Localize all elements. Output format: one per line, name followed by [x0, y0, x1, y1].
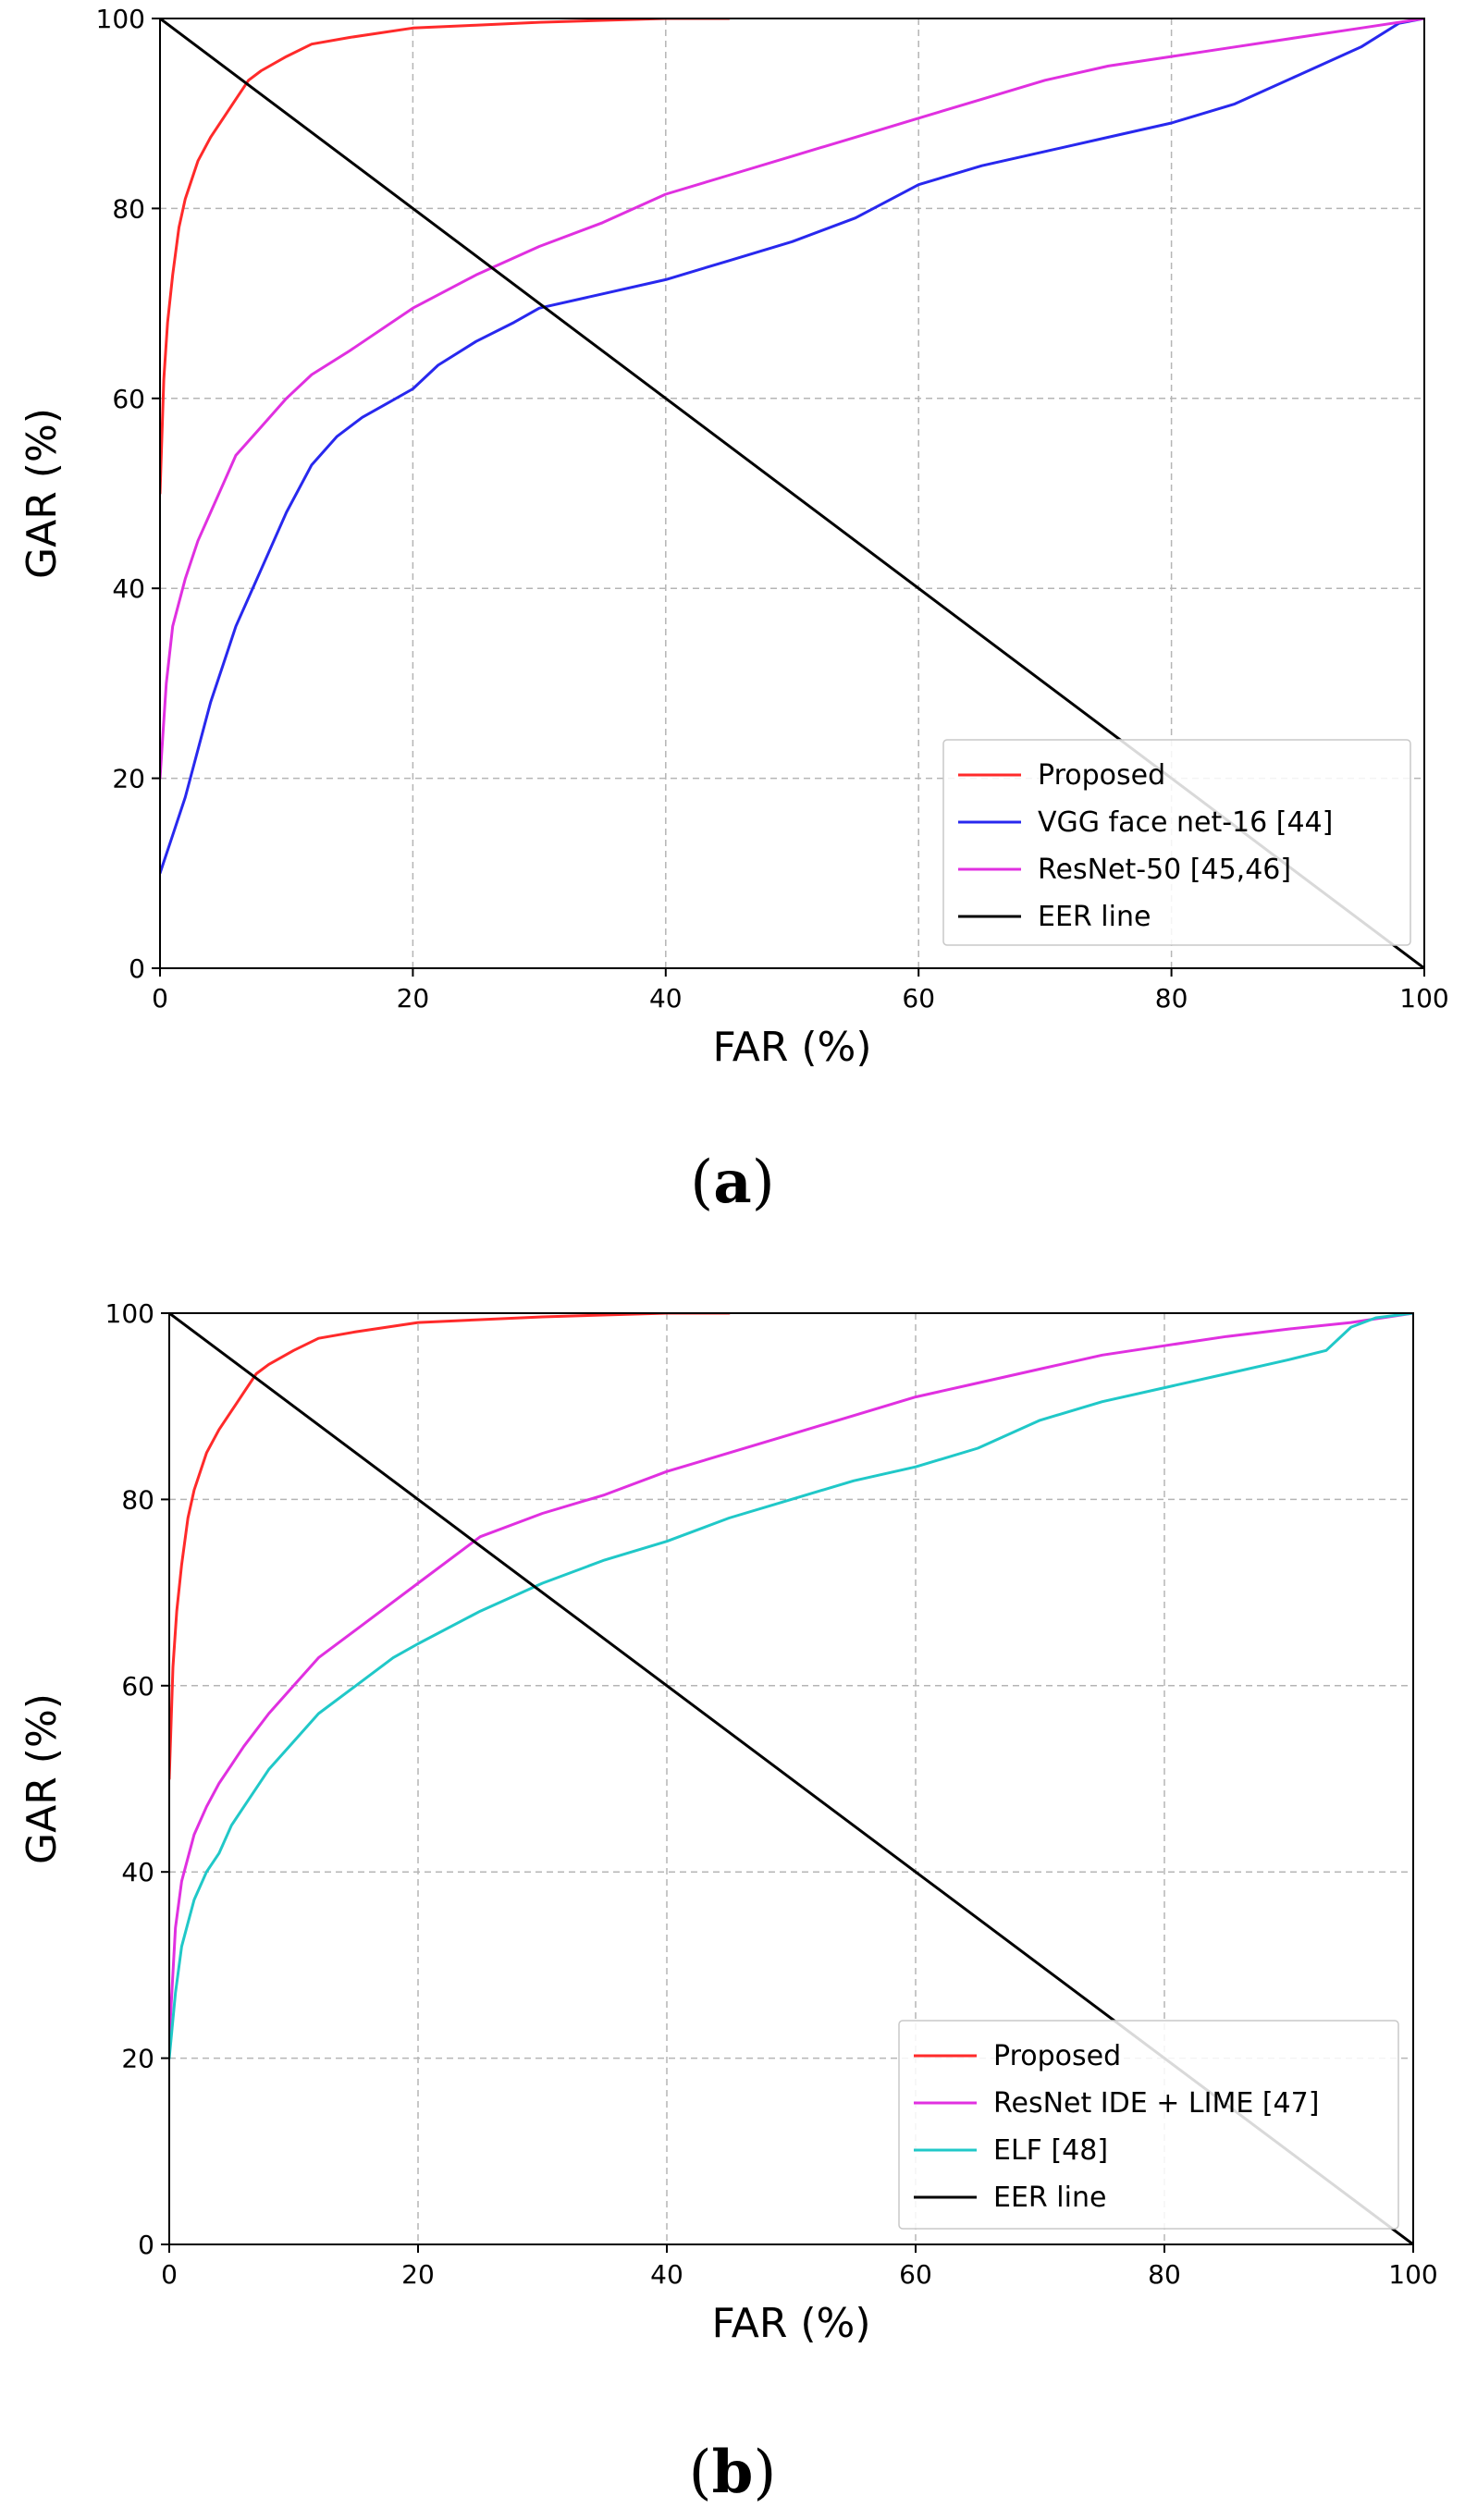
chart-panel-a: 0 20 40 60 80 100 0 20 40 60 80 100 FAR (%) GAR (%)…	[18, 4, 1449, 1217]
legend-entry-b-proposed: Proposed	[993, 2040, 1121, 2072]
x-axis-label-a: FAR (%)	[712, 1024, 871, 1071]
x-tick-label: 60	[902, 983, 935, 1014]
legend-entry-a-eer: EER line	[1038, 901, 1151, 933]
legend-entry-a-resnet50: ResNet-50 [45,46]	[1038, 854, 1291, 886]
y-tick-label: 100	[105, 1298, 154, 1329]
plot-frame-b	[168, 1312, 1414, 2245]
chart-panel-b: 0 20 40 60 80 100 0 20 40 60 80 100 FAR (%) GAR (%)…	[18, 1298, 1438, 2507]
series-line-proposed	[160, 18, 731, 495]
y-tick-label: 40	[112, 573, 145, 604]
legend-entry-a-vgg: VGG face net-16 [44]	[1038, 806, 1333, 839]
x-tick-label: 20	[401, 2259, 435, 2290]
y-tick-label: 80	[121, 1484, 154, 1515]
legend-a: Proposed VGG face net-16 [44] ResNet-50 …	[942, 739, 1411, 946]
y-axis-label-a: GAR (%)	[18, 408, 66, 579]
y-tick-label: 20	[121, 2044, 154, 2074]
panel-label-b: (b)	[689, 2438, 777, 2507]
legend-box-b	[898, 2020, 1399, 2230]
x-tick-label: 100	[1388, 2259, 1437, 2290]
legend-entry-b-resnet-ide-lime: ResNet IDE + LIME [47]	[993, 2087, 1319, 2120]
series-line-vgg-face-net-16-44	[160, 18, 1424, 875]
ticks-a: 0 20 40 60 80 100 0 20 40 60 80 100	[96, 4, 1449, 1014]
x-tick-label: 20	[397, 983, 430, 1014]
ticks-b: 0 20 40 60 80 100 0 20 40 60 80 100	[105, 1298, 1438, 2290]
y-tick-label: 80	[112, 193, 145, 224]
x-axis-label-b: FAR (%)	[711, 2300, 870, 2347]
legend-entry-b-elf: ELF [48]	[993, 2134, 1108, 2167]
series-line-resnet-50-45-46	[160, 18, 1424, 781]
y-tick-label: 0	[129, 953, 145, 984]
series-line-proposed	[169, 1313, 731, 1780]
x-tick-label: 80	[1155, 983, 1188, 1014]
legend-entry-a-proposed: Proposed	[1038, 759, 1165, 792]
y-axis-label-b: GAR (%)	[18, 1693, 66, 1864]
x-tick-label: 80	[1148, 2259, 1181, 2290]
panel-label-a: (a)	[690, 1148, 774, 1217]
legend-b: Proposed ResNet IDE + LIME [47] ELF [48]…	[898, 2020, 1399, 2230]
x-tick-label: 0	[152, 983, 168, 1014]
x-tick-label: 40	[650, 2259, 683, 2290]
legend-entry-b-eer: EER line	[993, 2182, 1106, 2214]
y-tick-label: 0	[138, 2230, 154, 2260]
x-tick-label: 100	[1399, 983, 1448, 1014]
y-tick-label: 60	[121, 1671, 154, 1702]
x-tick-label: 40	[649, 983, 683, 1014]
y-tick-label: 60	[112, 384, 145, 414]
plot-frame-a	[159, 18, 1425, 969]
y-tick-label: 40	[121, 1857, 154, 1887]
series-line-resnet-ide-lime-47	[169, 1313, 1413, 2041]
y-tick-label: 100	[96, 4, 145, 34]
x-tick-label: 60	[899, 2259, 932, 2290]
series-line-elf-48	[169, 1313, 1413, 2060]
y-tick-label: 20	[112, 764, 145, 794]
x-tick-label: 0	[161, 2259, 178, 2290]
legend-box-a	[942, 739, 1411, 946]
